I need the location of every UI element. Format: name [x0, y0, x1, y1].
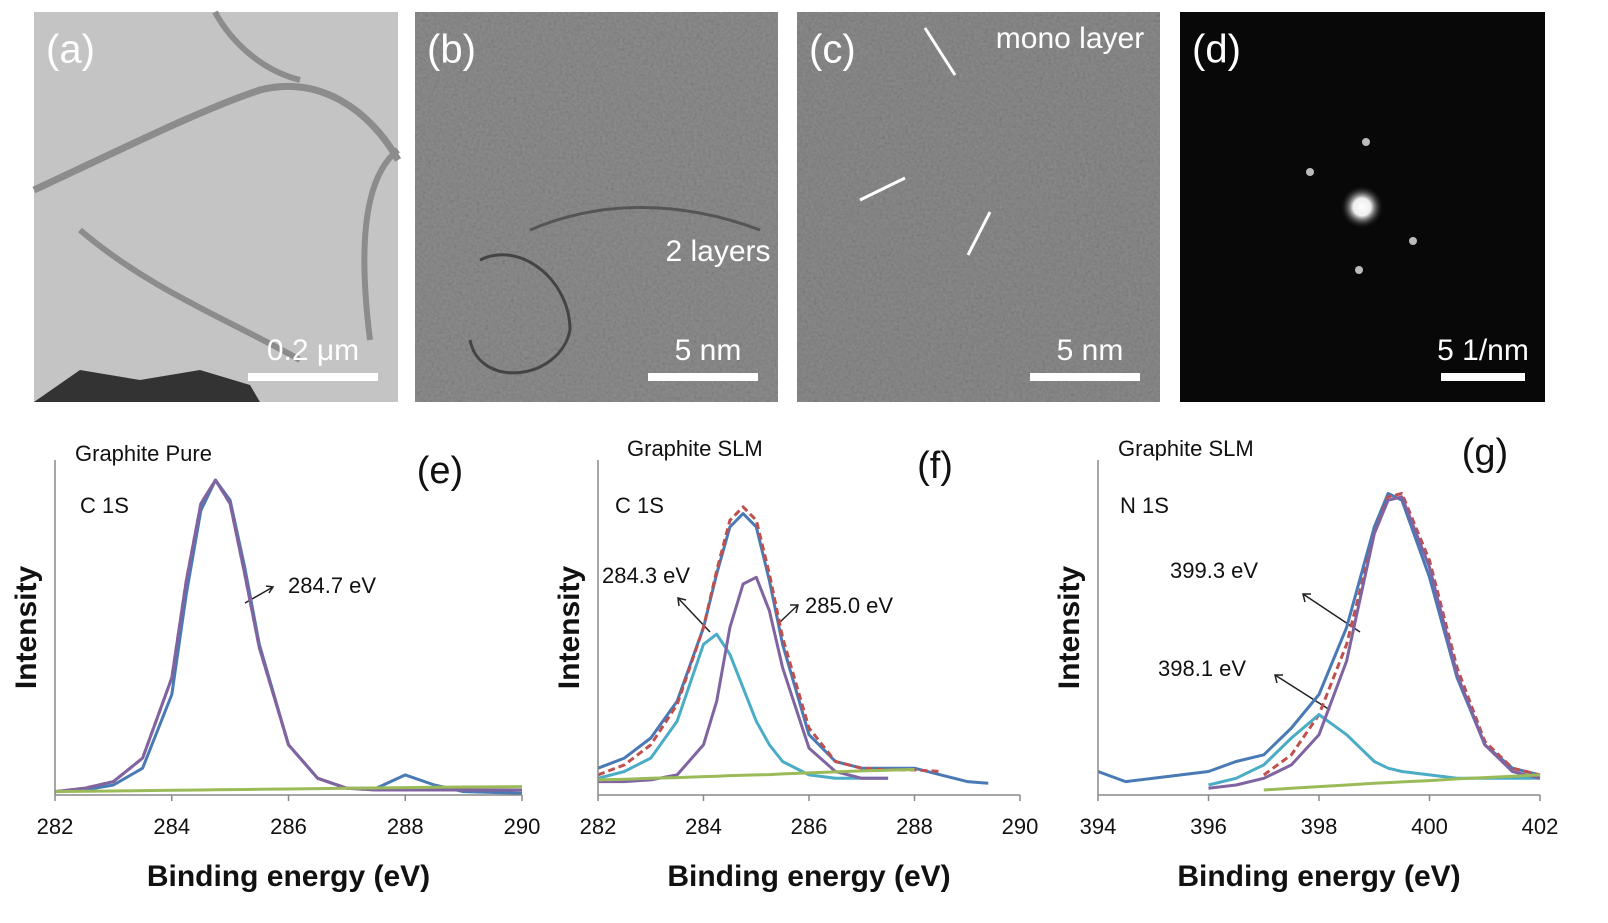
annotation: 398.1 eV	[1158, 656, 1246, 681]
curve	[598, 634, 888, 778]
x-tick-label: 284	[153, 814, 190, 839]
x-axis-label: Binding energy (eV)	[147, 860, 430, 893]
x-tick-label: 288	[387, 814, 424, 839]
x-tick-label: 394	[1080, 814, 1117, 839]
panel-label: (d)	[1192, 28, 1241, 72]
annotation: N 1S	[1120, 493, 1169, 518]
curve	[1098, 494, 1540, 782]
curve	[55, 480, 522, 791]
chart-title: Graphite Pure	[75, 441, 212, 466]
panel-label: (a)	[46, 28, 95, 72]
scale-bar	[648, 373, 758, 381]
x-tick-label: 402	[1522, 814, 1559, 839]
annotation: 2 layers	[665, 235, 770, 268]
annotation: 285.0 eV	[805, 593, 893, 618]
x-tick-label: 286	[270, 814, 307, 839]
curve	[598, 514, 988, 784]
panel-label: (e)	[417, 450, 463, 492]
x-tick-label: 288	[896, 814, 933, 839]
x-tick-label: 282	[580, 814, 617, 839]
x-tick-label: 398	[1301, 814, 1338, 839]
y-axis-label: Intensity	[10, 566, 43, 690]
scale-bar-label: 0.2 μm	[267, 334, 359, 367]
panel-label: (c)	[809, 28, 856, 72]
x-tick-label: 290	[504, 814, 541, 839]
x-tick-label: 286	[791, 814, 828, 839]
figure: (a) 0.2 μm (b) 5 nm 2 layers (c) 5 nm mono laye…	[0, 0, 1608, 923]
x-tick-label: 290	[1002, 814, 1039, 839]
scale-bar-label: 5 1/nm	[1437, 334, 1529, 367]
panel-label: (g)	[1462, 432, 1508, 474]
annotation: 399.3 eV	[1170, 558, 1258, 583]
curve	[1209, 497, 1541, 788]
scale-bar-label: 5 nm	[1057, 334, 1124, 367]
annotation: mono layer	[996, 22, 1144, 55]
scale-bar	[248, 373, 378, 381]
curve	[1264, 494, 1540, 775]
x-axis-label: Binding energy (eV)	[1177, 860, 1460, 893]
annotation: C 1S	[615, 493, 664, 518]
curve	[598, 507, 941, 775]
x-tick-label: 282	[37, 814, 74, 839]
annotation: C 1S	[80, 493, 129, 518]
curve	[1264, 775, 1540, 790]
x-tick-label: 396	[1190, 814, 1227, 839]
scale-bar	[1030, 373, 1140, 381]
x-tick-label: 284	[685, 814, 722, 839]
x-tick-label: 400	[1411, 814, 1448, 839]
chart-title: Graphite SLM	[627, 436, 763, 461]
annotation: 284.3 eV	[602, 563, 690, 588]
chart-title: Graphite SLM	[1118, 436, 1254, 461]
arrows	[245, 586, 1360, 710]
y-axis-label: Intensity	[1053, 566, 1086, 690]
scale-bar-label: 5 nm	[675, 334, 742, 367]
y-axis-label: Intensity	[553, 566, 586, 690]
annotation: 284.7 eV	[288, 573, 376, 598]
panel-label: (f)	[917, 445, 953, 487]
scale-bar	[1441, 373, 1525, 381]
x-axis-label: Binding energy (eV)	[667, 860, 950, 893]
panel-label: (b)	[427, 28, 476, 72]
